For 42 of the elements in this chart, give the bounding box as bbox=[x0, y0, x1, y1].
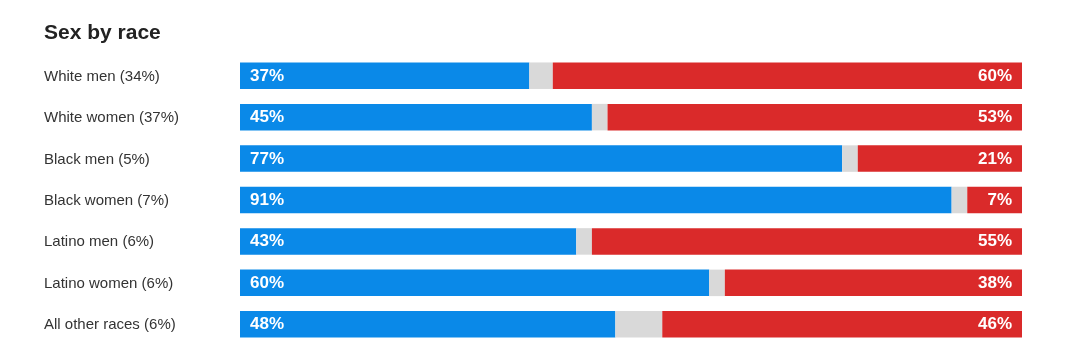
data-label: 37% bbox=[250, 65, 285, 85]
bar bbox=[662, 311, 1022, 338]
bar bbox=[240, 311, 616, 338]
y-tick-label: Black men (5%) bbox=[44, 149, 150, 167]
bar bbox=[709, 269, 725, 297]
y-tick-label: Latino women (6%) bbox=[44, 273, 174, 291]
y-tick-label: White men (34%) bbox=[44, 66, 160, 84]
bar bbox=[529, 62, 553, 89]
bar bbox=[552, 62, 1022, 89]
bar bbox=[951, 186, 968, 214]
data-label: 43% bbox=[250, 231, 285, 251]
bar bbox=[240, 269, 710, 297]
bar bbox=[615, 311, 663, 338]
data-label: 60% bbox=[250, 272, 285, 292]
data-label: 21% bbox=[977, 148, 1012, 168]
bar bbox=[842, 145, 858, 172]
bar bbox=[576, 228, 592, 255]
y-tick-label: White women (37%) bbox=[44, 108, 180, 126]
bar bbox=[607, 103, 1022, 131]
data-label: 77% bbox=[250, 148, 285, 168]
bar bbox=[240, 186, 952, 214]
bar bbox=[240, 145, 843, 172]
data-label: 91% bbox=[250, 190, 285, 209]
bar bbox=[591, 228, 1022, 255]
bar bbox=[857, 145, 1022, 172]
bar bbox=[240, 62, 530, 89]
y-tick-label: Black women (7%) bbox=[44, 191, 170, 208]
data-label: 60% bbox=[977, 65, 1012, 85]
bar bbox=[724, 269, 1022, 297]
y-tick-label: Latino men (6%) bbox=[44, 232, 155, 250]
data-label: 38% bbox=[977, 272, 1012, 292]
bar bbox=[240, 228, 577, 255]
bar bbox=[240, 103, 592, 131]
data-label: 55% bbox=[977, 231, 1012, 251]
chart-title: Sex by race bbox=[44, 20, 161, 43]
bar bbox=[591, 103, 608, 131]
data-label: 53% bbox=[977, 107, 1012, 127]
y-tick-label: All other races (6%) bbox=[44, 315, 176, 333]
data-label: 7% bbox=[987, 190, 1012, 209]
data-label: 48% bbox=[250, 314, 285, 334]
data-label: 45% bbox=[250, 107, 285, 127]
data-label: 46% bbox=[977, 314, 1012, 334]
